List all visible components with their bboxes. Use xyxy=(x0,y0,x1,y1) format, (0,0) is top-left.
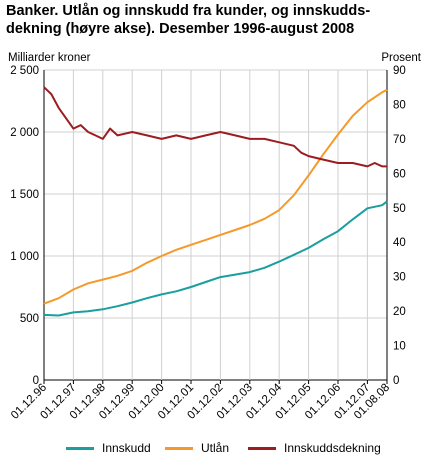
y-left-tick-label: 2 500 xyxy=(10,65,39,77)
series-line-innskudd xyxy=(43,200,388,317)
legend-label-utlan: Utlån xyxy=(201,441,230,455)
y-left-tick-label: 0 xyxy=(33,375,39,387)
y-right-tick-label: 40 xyxy=(393,237,406,249)
right-axis-unit-label: Prosent xyxy=(381,52,421,64)
y-right-tick-label: 80 xyxy=(393,99,406,111)
legend-label-innskudd: Innskudd xyxy=(102,441,151,455)
legend-swatch-innskuddsdekning xyxy=(248,446,276,450)
legend-swatch-innskudd xyxy=(66,446,94,450)
series-line-innskuddsdekning xyxy=(43,86,387,168)
y-left-tick-label: 1 000 xyxy=(10,251,39,263)
y-right-tick-label: 20 xyxy=(393,306,406,318)
y-right-tick-label: 0 xyxy=(393,375,399,387)
legend-label-innskuddsdekning: Innskuddsdekning xyxy=(284,441,381,455)
series-line-utlan xyxy=(43,88,388,305)
y-right-tick-label: 50 xyxy=(393,203,406,215)
y-right-tick-label: 10 xyxy=(393,341,406,353)
y-right-tick-label: 60 xyxy=(393,168,406,180)
y-right-tick-label: 70 xyxy=(393,134,406,146)
legend-item-innskudd: Innskudd xyxy=(66,438,151,458)
legend-item-innskuddsdekning: Innskuddsdekning xyxy=(248,438,381,458)
legend: Innskudd Utlån Innskuddsdekning xyxy=(0,438,429,458)
legend-item-utlan: Utlån xyxy=(165,438,229,458)
legend-swatch-utlan xyxy=(165,446,193,450)
title-line-1: Banker. Utlån og innskudd fra kunder, og… xyxy=(6,3,371,19)
title-line-2: dekning (høyre akse). Desember 1996-augu… xyxy=(6,21,355,37)
left-axis-unit-label: Milliarder kroner xyxy=(8,52,91,64)
y-right-tick-label: 30 xyxy=(393,272,406,284)
y-right-tick-label: 90 xyxy=(393,65,406,77)
y-left-tick-label: 1 500 xyxy=(10,189,39,201)
y-left-tick-label: 2 000 xyxy=(10,127,39,139)
chart-title: Banker. Utlån og innskudd fra kunder, og… xyxy=(6,2,424,38)
y-left-tick-label: 500 xyxy=(20,313,39,325)
